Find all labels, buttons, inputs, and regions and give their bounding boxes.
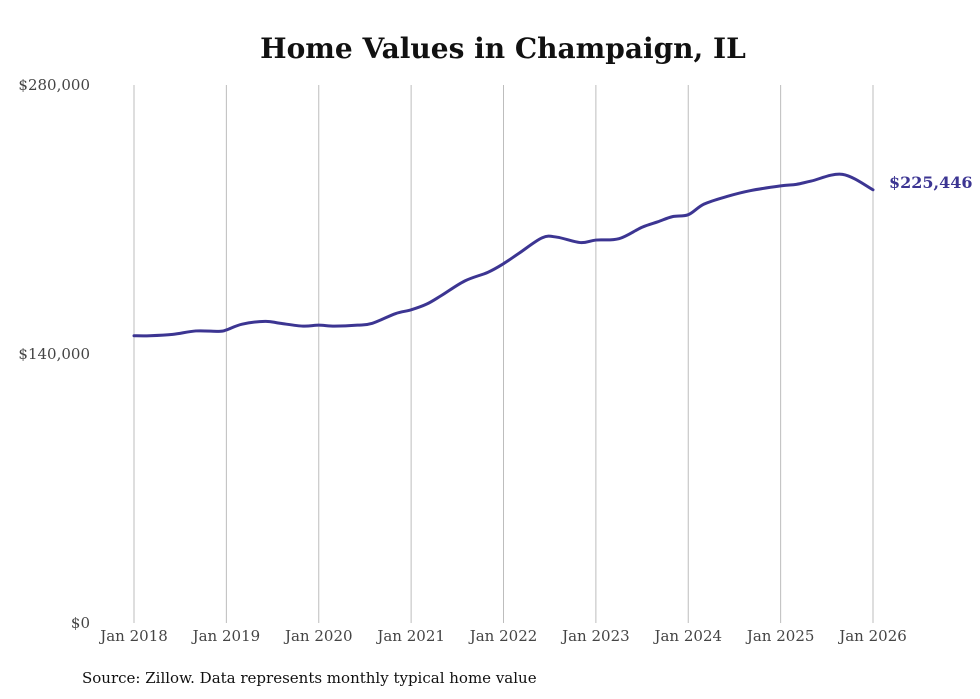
x-tick-label: Jan 2022 [468,627,538,645]
grid-layer [133,85,874,623]
x-tick-label: Jan 2020 [283,627,353,645]
x-tick-label: Jan 2018 [98,627,168,645]
y-axis: $280,000 $140,000 $0 [18,76,90,632]
x-tick-label: Jan 2019 [191,627,261,645]
x-axis: Jan 2018 Jan 2019 Jan 2020 Jan 2021 Jan 2022… [98,627,907,645]
x-tick-label: Jan 2024 [652,627,722,645]
series-layer [132,172,875,338]
source-note: Source: Zillow. Data represents monthly … [82,669,537,687]
y-tick-label: $140,000 [18,345,90,363]
x-tick-label: Jan 2023 [560,627,630,645]
chart-title: Home Values in Champaign, IL [260,32,746,65]
y-tick-label: $0 [71,614,90,632]
y-tick-label: $280,000 [18,76,90,94]
x-tick-label: Jan 2025 [745,627,815,645]
x-tick-label: Jan 2026 [837,627,907,645]
x-tick-label: Jan 2021 [375,627,445,645]
last-value-label: $225,446 [889,173,973,192]
series-line-home-value [132,172,875,338]
